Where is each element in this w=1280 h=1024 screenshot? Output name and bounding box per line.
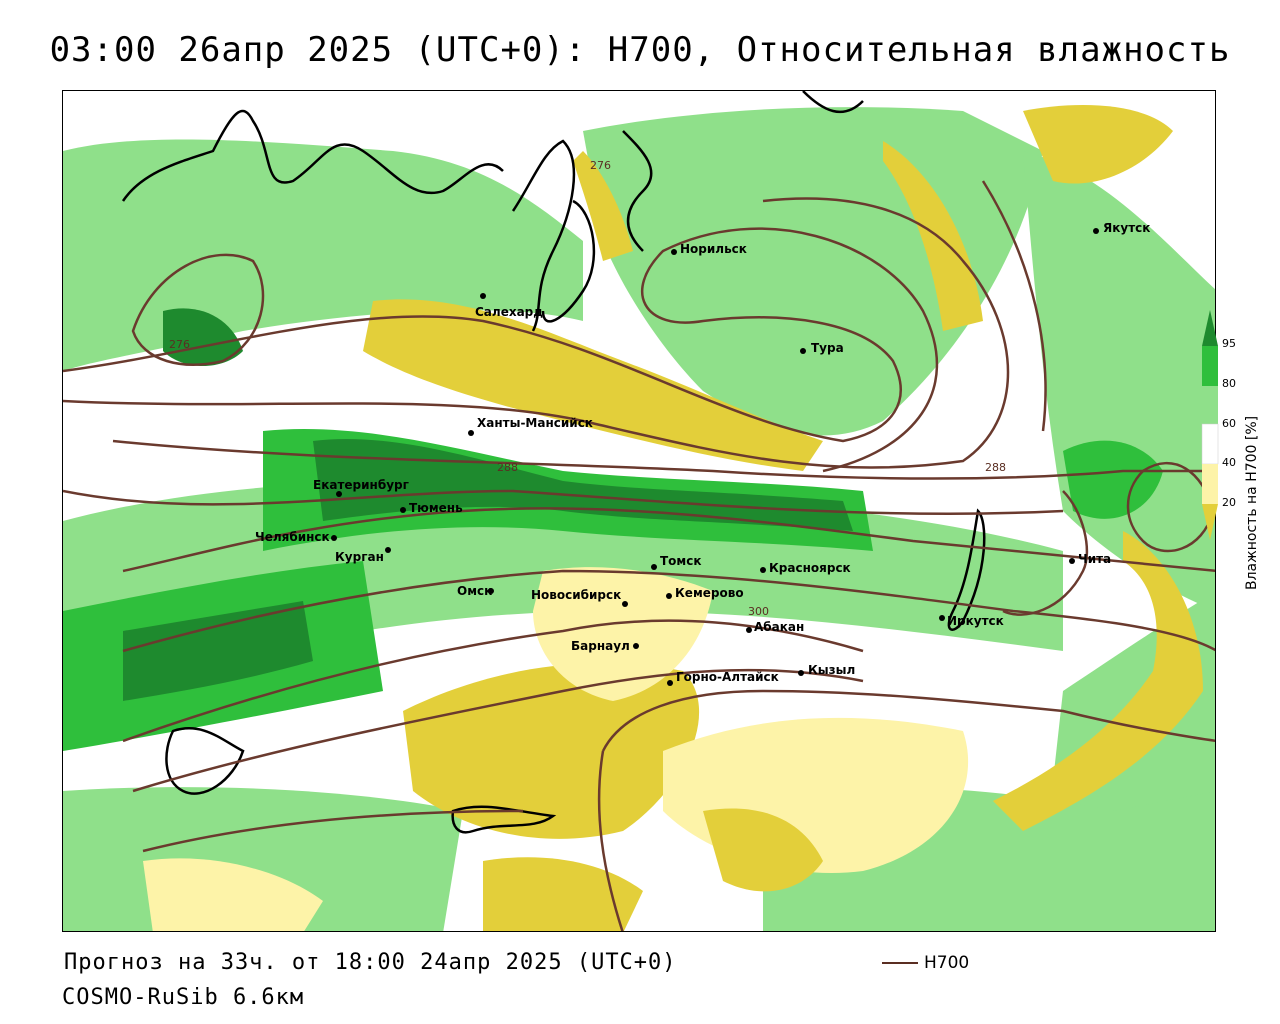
coastlines [121, 91, 986, 834]
city-label: Якутск [1103, 221, 1150, 235]
city-label: Иркутск [947, 614, 1004, 628]
city-label: Красноярск [769, 561, 851, 575]
city-label: Омск [457, 584, 492, 598]
isoline-label: 300 [748, 605, 769, 618]
city-label: Новосибирск [531, 588, 621, 602]
city-dot [1069, 558, 1075, 564]
city-dot [480, 293, 486, 299]
city-dot [666, 593, 672, 599]
cities: Норильск Якутск Салехард Тура Ханты-Манс… [255, 221, 1150, 686]
city-dot [667, 680, 673, 686]
city-dot [622, 601, 628, 607]
city-label: Челябинск [255, 530, 330, 544]
city-dot [400, 507, 406, 513]
map-area[interactable]: 276 276 288 288 300 Норильск Якутск Сале… [62, 90, 1216, 932]
city-dot [331, 535, 337, 541]
city-label: Курган [335, 550, 384, 564]
city-label: Горно-Алтайск [676, 670, 779, 684]
city-label: Тюмень [409, 501, 463, 515]
city-dot [385, 547, 391, 553]
h700-legend-line [882, 962, 918, 964]
city-dot [760, 567, 766, 573]
city-dot [1093, 228, 1099, 234]
isoline-labels: 276 276 288 288 300 [169, 159, 1006, 618]
colorbar-60-80 [1202, 386, 1218, 424]
humidity-fields [63, 105, 1215, 931]
model-name: COSMO-RuSib 6.6км [62, 985, 305, 1010]
h700-legend-label: H700 [924, 953, 970, 973]
city-dot [488, 588, 494, 594]
colorbar-80-95 [1202, 346, 1218, 386]
colorbar-title: Влажность на H700 [%] [1244, 415, 1260, 590]
city-dot [798, 670, 804, 676]
colorbar-tick: 60 [1222, 417, 1236, 430]
city-label: Кемерово [675, 586, 744, 600]
colorbar-tick: 80 [1222, 377, 1236, 390]
city-label: Ханты-Мансийск [477, 416, 593, 430]
isoline-label: 288 [985, 461, 1006, 474]
city-label: Барнаул [571, 639, 630, 653]
colorbar-20-40 [1202, 464, 1218, 504]
city-dot [633, 643, 639, 649]
colorbar-tick: 95 [1222, 337, 1236, 350]
isoline-label: 276 [590, 159, 611, 172]
city-label: Екатеринбург [313, 478, 409, 492]
colorbar-bottom-arrow [1202, 504, 1218, 540]
isoline-label: 276 [169, 338, 190, 351]
colorbar-tick: 20 [1222, 496, 1236, 509]
colorbar-top-arrow [1202, 310, 1218, 346]
colorbar-tick: 40 [1222, 456, 1236, 469]
city-dot [939, 615, 945, 621]
isoline-label: 288 [497, 461, 518, 474]
city-label: Норильск [680, 242, 747, 256]
map-title: 03:00 26апр 2025 (UTC+0): H700, Относите… [49, 30, 1231, 70]
colorbar [1201, 310, 1219, 540]
forecast-info: Прогноз на 33ч. от 18:00 24апр 2025 (UTC… [64, 950, 677, 975]
city-label: Кызыл [808, 663, 855, 677]
city-dot [468, 430, 474, 436]
city-label: Салехард [475, 305, 543, 319]
humidity-map: 276 276 288 288 300 Норильск Якутск Сале… [63, 91, 1215, 931]
city-dot [671, 249, 677, 255]
city-label: Тура [811, 341, 844, 355]
city-label: Чита [1078, 552, 1111, 566]
city-dot [336, 491, 342, 497]
city-dot [651, 564, 657, 570]
colorbar-40-60 [1201, 423, 1219, 465]
city-label: Абакан [754, 620, 804, 634]
h700-isolines [63, 180, 1215, 931]
city-label: Томск [660, 554, 702, 568]
city-dot [746, 627, 752, 633]
city-dot [800, 348, 806, 354]
